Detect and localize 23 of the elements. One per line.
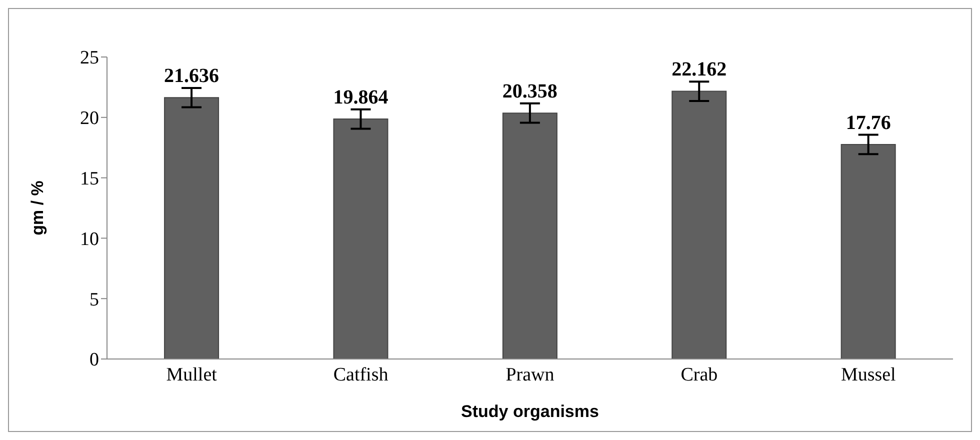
y-tick-label: 25 (80, 48, 99, 69)
x-tick-label: Mullet (166, 364, 218, 386)
data-label: 21.636 (164, 64, 220, 87)
y-tick-label: 5 (90, 289, 99, 310)
data-label: 17.76 (846, 112, 891, 134)
bar (164, 97, 220, 359)
data-label: 20.358 (502, 80, 558, 102)
x-axis-title: Study organisms (461, 402, 599, 421)
bar (672, 90, 727, 359)
x-tick-label: Crab (680, 364, 718, 386)
x-tick-label: Mussel (840, 364, 896, 386)
data-label: 22.162 (672, 58, 727, 81)
y-tick-label: 20 (80, 108, 99, 130)
bar (333, 118, 388, 359)
x-tick-label: Prawn (506, 364, 555, 386)
data-label: 19.864 (333, 86, 388, 108)
y-tick-label: 15 (80, 168, 99, 190)
x-tick-label: Catfish (333, 364, 389, 386)
y-tick-label: 0 (90, 350, 99, 371)
bar (840, 144, 896, 359)
bar (502, 112, 558, 359)
y-tick-label: 10 (80, 228, 99, 250)
y-axis-title: gm / % (28, 180, 48, 236)
